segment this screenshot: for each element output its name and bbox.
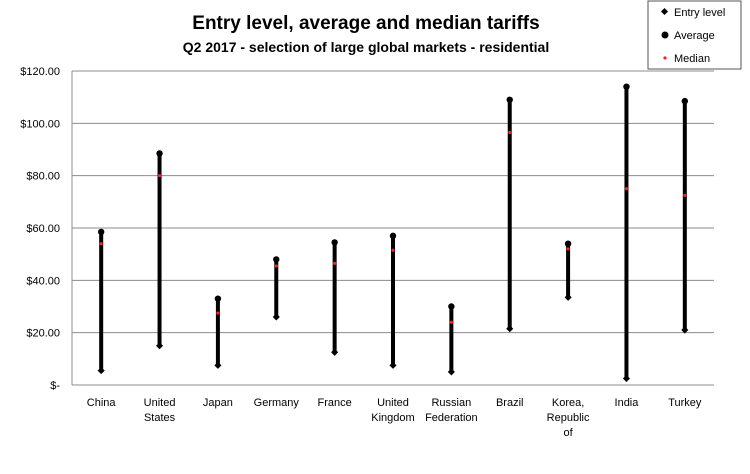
entry-level-point	[506, 325, 514, 333]
category-label: Japan	[203, 397, 233, 409]
entry-level-point	[681, 326, 689, 334]
median-point	[508, 130, 512, 135]
category-label: United	[144, 397, 176, 409]
median-point	[99, 242, 103, 246]
average-point	[506, 96, 513, 103]
average-point	[331, 239, 338, 246]
category-label: France	[318, 397, 352, 409]
average-point	[448, 303, 455, 310]
average-point	[623, 83, 630, 90]
average-point	[156, 150, 163, 157]
category-label: India	[615, 397, 640, 409]
entry-level-point	[97, 367, 105, 375]
category-label: Korea,	[552, 397, 584, 409]
category-label: Germany	[254, 397, 300, 409]
legend-median-label: Median	[674, 53, 710, 65]
y-axis-ticks: $- $20.00 $40.00 $60.00 $80.00 $100.00 $120.00	[20, 66, 60, 392]
entry-level-point	[564, 293, 572, 301]
chart-subtitle: Q2 2017 - selection of large global mark…	[183, 39, 549, 55]
average-point	[214, 295, 222, 302]
category-label: United	[377, 397, 409, 409]
entry-level-point	[622, 374, 630, 382]
entry-level-point	[156, 342, 164, 350]
legend-entry-level-label: Entry level	[674, 7, 725, 19]
category-label: Federation	[425, 412, 478, 424]
median-point	[449, 320, 453, 324]
category-label: Kingdom	[371, 412, 414, 424]
y-tick-label: $20.00	[26, 328, 60, 340]
category-label: States	[144, 412, 176, 424]
category-label: China	[87, 397, 117, 409]
category-label: Turkey	[668, 397, 702, 409]
y-tick-label: $60.00	[26, 223, 60, 235]
legend-median-marker	[663, 56, 667, 60]
entry-level-point	[447, 368, 455, 376]
category-label: Brazil	[496, 397, 524, 409]
median-point	[333, 261, 337, 265]
average-point	[97, 228, 105, 236]
average-point	[681, 97, 689, 105]
y-tick-label: $80.00	[26, 171, 60, 183]
average-point	[273, 256, 280, 263]
median-point	[157, 174, 162, 178]
x-axis-categories: China United States Japan Germany France Unite…	[87, 397, 702, 439]
median-point	[391, 248, 395, 252]
y-tick-label: $120.00	[20, 66, 60, 78]
entry-level-point	[272, 313, 280, 321]
y-tick-label: $-	[50, 380, 60, 392]
entry-level-point	[214, 361, 222, 369]
median-point	[216, 311, 220, 315]
average-point	[564, 240, 572, 247]
chart-title: Entry level, average and median tariffs	[192, 13, 539, 34]
legend-entry-level-marker	[660, 7, 669, 16]
median-point	[683, 193, 687, 197]
category-label: of	[563, 427, 573, 439]
entry-level-point	[331, 348, 339, 356]
category-label: Republic	[547, 412, 590, 424]
median-point	[566, 247, 570, 251]
range-bars	[97, 83, 689, 382]
legend-average-marker	[661, 31, 669, 39]
y-tick-label: $40.00	[26, 275, 60, 287]
median-point	[624, 187, 629, 191]
legend-average-label: Average	[674, 30, 715, 42]
y-tick-label: $100.00	[20, 118, 60, 130]
average-point	[389, 232, 397, 240]
entry-level-point	[389, 361, 397, 369]
median-point	[274, 264, 278, 268]
category-label: Russian	[431, 397, 471, 409]
legend: Entry level Average Median	[647, 0, 742, 70]
